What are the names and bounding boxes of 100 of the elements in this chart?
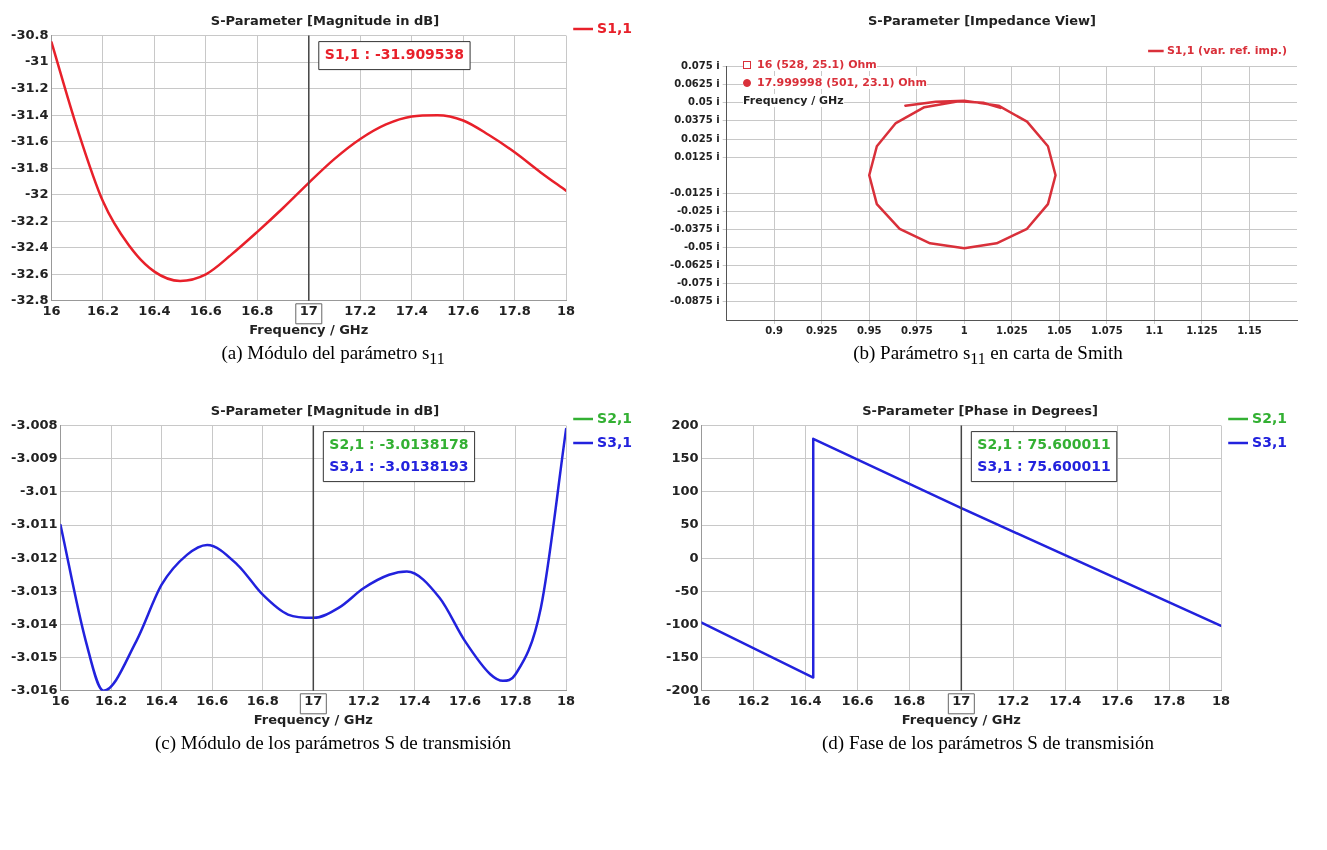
text: (a) Módulo del parámetro s$_{11}$: [220, 342, 446, 368]
y-tick-label: -31.8: [10, 159, 49, 175]
legend-label: S3,1: [597, 433, 633, 450]
text: (d) Fase de los parámetros S de transmisión: [821, 731, 1155, 754]
y-tick-label: -3.016: [11, 681, 58, 697]
y-tick-label: 0.05 i: [688, 96, 720, 108]
y-tick-label: -31: [24, 53, 49, 69]
annotation: S1,1 : -31.909538: [324, 46, 465, 63]
y-tick-label: -100: [665, 615, 699, 631]
text: (c) Módulo de los parámetros S de transmisión: [153, 731, 513, 754]
x-tick-label: 16.2: [95, 692, 128, 708]
y-tick-label: -50: [675, 582, 699, 598]
x-axis-title: Frequency / GHz: [253, 711, 373, 727]
x-tick-label: 17.2: [344, 302, 377, 318]
y-tick-label: 100: [671, 483, 699, 499]
x-tick-label: 17: [952, 692, 971, 708]
line-series: [60, 427, 567, 691]
x-tick-label: 1: [960, 324, 968, 336]
y-tick-label: -0.075 i: [676, 277, 720, 289]
x-tick-label: 1.125: [1186, 324, 1218, 336]
x-tick-label: 0.95: [856, 324, 882, 336]
y-tick-label: 0.075 i: [681, 60, 720, 72]
x-tick-label: 16.2: [86, 302, 119, 318]
x-tick-label: 17.2: [347, 692, 380, 708]
x-tick-label: 17.4: [1049, 692, 1082, 708]
y-tick-label: -31.2: [10, 80, 49, 96]
x-tick-label: 17.6: [447, 302, 480, 318]
y-tick-label: -32.4: [10, 239, 49, 255]
legend-label: S1,1 (var. ref. imp.): [1166, 43, 1288, 57]
y-tick-label: -3.012: [11, 549, 58, 565]
x-tick-label: 16.8: [893, 692, 926, 708]
annotation: 17.999998 (501, 23.1) Ohm: [743, 76, 927, 89]
y-tick-label: -3.013: [11, 582, 58, 598]
x-tick-label: 17.6: [448, 692, 482, 708]
x-tick-label: 17.8: [499, 692, 532, 708]
x-tick-label: 17: [304, 692, 323, 708]
annotation: S2,1 : -3.0138178: [329, 436, 469, 453]
x-tick-label: 16.4: [789, 692, 822, 708]
y-tick-label: 150: [671, 449, 699, 465]
y-tick-label: -3.014: [11, 615, 58, 631]
chart-title: S-Parameter [Magnitude in dB]: [210, 402, 440, 418]
y-tick-label: 0.025 i: [681, 132, 720, 144]
x-tick-label: 1.1: [1145, 324, 1164, 336]
legend-label: S1,1: [597, 19, 633, 36]
x-tick-label: 16.4: [138, 302, 171, 318]
x-tick-label: 18: [557, 692, 576, 708]
x-tick-label: 18: [557, 302, 576, 318]
x-tick-label: 17.4: [398, 692, 431, 708]
chart-title: S-Parameter [Impedance View]: [867, 13, 1097, 29]
y-tick-label: -0.05 i: [683, 241, 720, 253]
x-tick-label: 17.4: [395, 302, 428, 318]
y-tick-label: -32: [24, 186, 49, 202]
x-tick-label: 16.8: [246, 692, 279, 708]
y-tick-label: -32.6: [10, 265, 49, 281]
x-tick-label: 16.4: [145, 692, 178, 708]
chart-title: S-Parameter [Magnitude in dB]: [210, 13, 440, 29]
x-tick-label: 17.2: [997, 692, 1030, 708]
y-tick-label: -30.8: [10, 26, 49, 42]
chart-title: S-Parameter [Phase in Degrees]: [862, 402, 1098, 418]
x-tick-label: 17.8: [498, 302, 531, 318]
y-tick-label: -3.011: [11, 516, 58, 532]
y-tick-label: -31.4: [10, 106, 49, 122]
y-tick-label: -3.009: [11, 449, 58, 465]
legend-label: S3,1: [1252, 433, 1288, 450]
y-tick-label: 0: [689, 549, 699, 565]
x-tick-label: 1.05: [1047, 324, 1072, 336]
y-tick-label: -0.0125 i: [669, 186, 720, 198]
x-tick-label: 18: [1212, 692, 1231, 708]
y-tick-label: -32.2: [10, 212, 49, 228]
y-tick-label: 50: [680, 516, 699, 532]
x-tick-label: 0.9: [765, 324, 784, 336]
x-axis-title: Frequency / GHz: [249, 321, 369, 337]
y-tick-label: -0.025 i: [676, 204, 720, 216]
y-tick-label: 0.0125 i: [674, 150, 720, 162]
x-axis-title: Frequency / GHz: [901, 711, 1021, 727]
y-tick-label: -0.0375 i: [669, 223, 720, 235]
y-tick-label: -31.6: [10, 133, 49, 149]
x-tick-label: 0.925: [805, 324, 838, 336]
annotation: Frequency / GHz: [743, 94, 844, 107]
y-tick-label: 0.0625 i: [674, 78, 720, 90]
y-tick-label: -150: [665, 648, 699, 664]
line-series: [51, 40, 567, 283]
x-tick-label: 16.6: [196, 692, 229, 708]
y-tick-label: -3.01: [20, 483, 58, 499]
annotation: S3,1 : -3.0138193: [329, 458, 469, 475]
x-tick-label: 1.025: [996, 324, 1028, 336]
y-tick-label: -3.015: [11, 648, 58, 664]
x-tick-label: 1.15: [1237, 324, 1262, 336]
x-tick-label: 1.075: [1091, 324, 1123, 336]
annotation: S2,1 : 75.600011: [977, 436, 1111, 453]
y-tick-label: -3.008: [11, 416, 58, 432]
text: (b) Parámetro s$_{11}$ en carta de Smith: [852, 342, 1124, 368]
x-tick-label: 16.6: [841, 692, 874, 708]
x-tick-label: 17.8: [1153, 692, 1186, 708]
x-tick-label: 16.2: [737, 692, 770, 708]
legend-label: S2,1: [1252, 409, 1288, 426]
y-tick-label: 0.0375 i: [674, 114, 720, 126]
y-tick-label: -0.0875 i: [669, 295, 720, 307]
y-tick-label: 200: [671, 416, 699, 432]
x-tick-label: 0.975: [900, 324, 933, 336]
